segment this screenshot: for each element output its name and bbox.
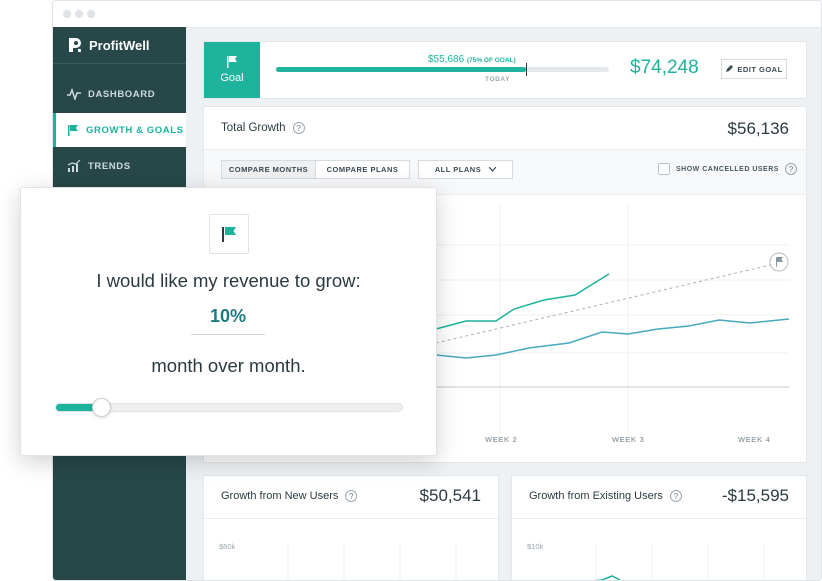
- goal-target-value: $74,248: [630, 57, 699, 78]
- slider-fill: [56, 404, 99, 411]
- window-dot: [75, 10, 83, 18]
- today-marker: [526, 63, 527, 76]
- tab-compare-months[interactable]: COMPARE MONTHS: [221, 160, 316, 179]
- growth-rate-input[interactable]: 10%: [191, 306, 265, 335]
- flag-icon: [227, 56, 237, 68]
- sidebar-item-label: TRENDS: [88, 160, 131, 172]
- new-users-axis-tick: $60k: [219, 542, 236, 551]
- chart-gridlines: [434, 203, 789, 433]
- goal-progress-bar: [276, 63, 609, 76]
- growth-rate-slider[interactable]: [55, 398, 403, 417]
- modal-flag-badge: [209, 214, 249, 254]
- sidebar-item-dashboard[interactable]: DASHBOARD: [53, 77, 186, 111]
- divider: [53, 63, 186, 64]
- sidebar-item-label: DASHBOARD: [88, 88, 156, 100]
- goal-progress-note: (75% OF GOAL): [466, 57, 516, 64]
- chevron-down-icon: [489, 167, 497, 172]
- help-icon[interactable]: ?: [345, 490, 358, 502]
- divider: [204, 518, 498, 519]
- week-4-label: WEEK 4: [738, 435, 771, 444]
- total-growth-title: Total Growth: [221, 122, 286, 134]
- edit-goal-label: EDIT GOAL: [737, 64, 783, 74]
- profitwell-logo-icon: [69, 38, 81, 52]
- previous-month-line: [435, 318, 790, 359]
- total-growth-chart: [434, 203, 790, 433]
- existing-users-card: Growth from Existing Users ? -$15,595 $1…: [511, 475, 807, 580]
- new-users-chart: [287, 544, 457, 580]
- new-users-header: Growth from New Users ?: [221, 490, 358, 502]
- app-logo[interactable]: ProfitWell: [67, 37, 149, 53]
- sidebar-item-growth-goals[interactable]: GROWTH & GOALS: [53, 113, 186, 147]
- week-2-label: WEEK 2: [485, 435, 518, 444]
- goal-setting-modal: I would like my revenue to grow: 10% mon…: [20, 187, 437, 456]
- edit-goal-button[interactable]: EDIT GOAL: [721, 59, 787, 79]
- existing-users-chart: [594, 544, 765, 580]
- existing-users-axis-tick: $10k: [527, 542, 544, 551]
- new-users-value: $50,541: [419, 486, 481, 505]
- help-icon[interactable]: ?: [669, 490, 682, 502]
- show-cancelled-checkbox[interactable]: [658, 163, 670, 175]
- goal-progress-value: $55,686: [428, 54, 465, 65]
- current-month-line: [435, 273, 610, 330]
- tab-compare-plans[interactable]: COMPARE PLANS: [315, 160, 410, 179]
- existing-users-value: -$15,595: [721, 486, 789, 505]
- existing-users-header: Growth from Existing Users ?: [529, 490, 682, 502]
- goal-card: Goal $55,686 (75% OF GOAL) TODAY $74,248…: [203, 41, 807, 99]
- goal-trend-line: [435, 262, 780, 344]
- tab-label: COMPARE MONTHS: [228, 165, 309, 174]
- existing-users-title: Growth from Existing Users: [529, 490, 663, 502]
- slider-handle[interactable]: [91, 398, 111, 417]
- goal-progress-text: $55,686 (75% OF GOAL): [428, 54, 516, 65]
- flag-icon: [222, 227, 236, 242]
- pencil-icon: [726, 65, 734, 72]
- flag-icon: [68, 125, 78, 136]
- modal-prompt: I would like my revenue to grow:: [96, 270, 361, 291]
- help-icon[interactable]: ?: [784, 163, 797, 175]
- show-cancelled-toggle[interactable]: SHOW CANCELLED USERS ?: [658, 163, 797, 175]
- new-users-card: Growth from New Users ? $50,541 $60k: [203, 475, 499, 580]
- sidebar-item-label: GROWTH & GOALS: [86, 124, 184, 136]
- plans-select-value: ALL PLANS: [434, 165, 482, 174]
- window-titlebar: [53, 1, 821, 28]
- goal-flag-marker: [769, 252, 789, 272]
- modal-suffix: month over month.: [151, 355, 306, 376]
- goal-badge: Goal: [204, 42, 260, 98]
- goal-badge-label: Goal: [220, 72, 244, 84]
- goal-progress-fill: [276, 67, 526, 72]
- window-dot: [87, 10, 95, 18]
- help-icon[interactable]: ?: [292, 122, 305, 134]
- pulse-icon: [67, 88, 81, 100]
- new-users-title: Growth from New Users: [221, 490, 339, 502]
- show-cancelled-label: SHOW CANCELLED USERS: [676, 165, 779, 173]
- app-name: ProfitWell: [89, 37, 150, 53]
- sidebar-item-trends[interactable]: TRENDS: [53, 149, 186, 183]
- plans-select[interactable]: ALL PLANS: [418, 160, 513, 179]
- window-dot: [63, 10, 71, 18]
- tab-label: COMPARE PLANS: [326, 165, 399, 174]
- total-growth-header: Total Growth ?: [221, 122, 305, 134]
- today-label: TODAY: [485, 76, 511, 83]
- total-growth-value: $56,136: [727, 119, 789, 138]
- week-3-label: WEEK 3: [612, 435, 645, 444]
- divider: [512, 518, 806, 519]
- trends-icon: [67, 160, 81, 172]
